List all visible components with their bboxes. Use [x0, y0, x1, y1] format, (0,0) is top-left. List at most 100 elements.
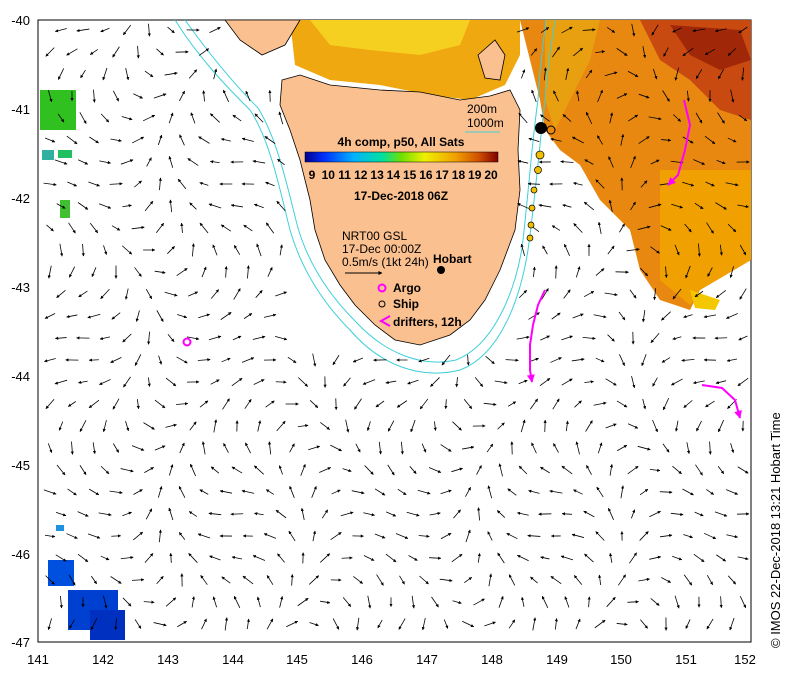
current-vector-arrow — [649, 555, 662, 560]
current-vector-arrow — [441, 354, 451, 366]
sst-warm-field — [290, 20, 751, 310]
current-vector-arrow — [243, 313, 253, 319]
current-vector-arrow — [451, 467, 463, 473]
drifter-legend-icon — [378, 315, 391, 327]
current-vector-arrow — [246, 265, 250, 279]
current-vector-arrow — [100, 113, 110, 123]
current-vector-arrow — [355, 617, 360, 631]
current-vector-arrow — [363, 512, 375, 517]
current-vector-arrow — [516, 27, 530, 33]
current-vector-arrow — [288, 530, 296, 542]
current-vector-arrow — [110, 138, 122, 143]
current-vector-arrow — [67, 488, 77, 496]
current-vector-arrow — [605, 378, 617, 386]
current-vector-arrow — [68, 266, 76, 278]
current-vector-arrow — [289, 485, 295, 498]
current-vector-arrow — [549, 489, 563, 494]
current-vector-arrow — [178, 532, 186, 540]
current-vector-arrow — [210, 160, 220, 164]
current-vector-arrow — [199, 400, 209, 408]
current-vector-arrow — [417, 489, 431, 495]
colorbar-tick-label: 17 — [436, 168, 450, 182]
current-vector-arrow — [213, 68, 218, 80]
current-vector-arrow — [169, 552, 173, 563]
current-vector-arrow — [112, 398, 120, 410]
current-vector-arrow — [440, 489, 452, 495]
current-vector-arrow — [199, 489, 209, 495]
current-vector-arrow — [695, 112, 703, 124]
current-vector-arrow — [154, 270, 166, 274]
current-vector-arrow — [619, 223, 625, 233]
current-vector-arrow — [276, 420, 286, 432]
current-vector-arrow — [112, 46, 120, 58]
current-vector-arrow — [582, 336, 596, 340]
current-vector-arrow — [279, 596, 284, 608]
current-vector-arrow — [210, 379, 220, 385]
current-vector-arrow — [66, 533, 78, 539]
current-vector-arrow — [672, 288, 682, 300]
current-vector-arrow — [197, 533, 211, 539]
current-vector-arrow — [397, 488, 407, 496]
current-vector-arrow — [199, 222, 209, 234]
current-vector-arrow — [586, 465, 592, 475]
current-vector-arrow — [168, 155, 174, 168]
current-vector-arrow — [88, 399, 100, 409]
current-vector-arrow — [409, 466, 417, 474]
current-vector-arrow — [716, 554, 726, 562]
current-vector-arrow — [606, 596, 616, 608]
current-vector-arrow — [462, 620, 475, 628]
colorbar-tick-label: 20 — [484, 168, 498, 182]
current-vector-arrow — [428, 467, 442, 473]
current-vector-arrow — [595, 531, 605, 541]
current-vector-arrow — [616, 93, 628, 99]
current-vector-arrow — [120, 556, 134, 560]
current-vector-arrow — [100, 27, 110, 33]
current-vector-arrow — [167, 26, 175, 34]
current-vector-arrow — [286, 620, 299, 628]
current-vector-arrow — [518, 289, 528, 299]
current-scale-label: 0.5m/s (1kt 24h) — [342, 255, 429, 269]
current-vector-arrow — [222, 398, 230, 410]
current-vector-arrow — [99, 336, 111, 341]
current-vector-arrow — [729, 266, 734, 279]
current-vector-arrow — [209, 27, 221, 33]
current-vector-arrow — [267, 267, 273, 277]
current-vector-arrow — [319, 553, 331, 563]
current-vector-arrow — [487, 531, 493, 541]
current-vector-arrow — [528, 137, 540, 142]
current-vector-arrow — [375, 400, 385, 408]
sst-cool-field — [40, 90, 125, 640]
current-vector-arrow — [89, 136, 99, 144]
current-vector-arrow — [77, 511, 89, 517]
current-vector-arrow — [539, 378, 551, 386]
current-vector-arrow — [738, 114, 748, 122]
current-vector-arrow — [68, 574, 76, 586]
current-vector-arrow — [532, 266, 536, 278]
current-vector-arrow — [595, 50, 606, 54]
current-vector-arrow — [47, 265, 52, 279]
current-vector-arrow — [100, 555, 110, 561]
current-vector-arrow — [59, 595, 63, 609]
city-label: Hobart — [433, 252, 472, 266]
current-vector-arrow — [719, 596, 723, 609]
current-vector-arrow — [494, 380, 508, 385]
current-vector-arrow — [488, 573, 493, 587]
current-vector-arrow — [231, 377, 243, 387]
current-vector-arrow — [650, 246, 660, 254]
current-vector-arrow — [725, 182, 739, 187]
current-vector-arrow — [153, 622, 167, 627]
current-vector-arrow — [430, 377, 440, 387]
current-vector-arrow — [233, 595, 241, 609]
current-vector-arrow — [465, 529, 471, 543]
current-vector-arrow — [439, 578, 453, 583]
current-vector-arrow — [608, 199, 613, 213]
current-vector-arrow — [396, 400, 408, 408]
current-vector-arrow — [685, 619, 691, 629]
current-vector-arrow — [243, 224, 253, 232]
current-vector-arrow — [134, 354, 142, 366]
current-vector-arrow — [188, 511, 198, 517]
current-vector-arrow — [44, 137, 56, 143]
current-vector-arrow — [508, 619, 516, 629]
current-vector-arrow — [561, 26, 573, 34]
current-vector-arrow — [54, 28, 67, 33]
